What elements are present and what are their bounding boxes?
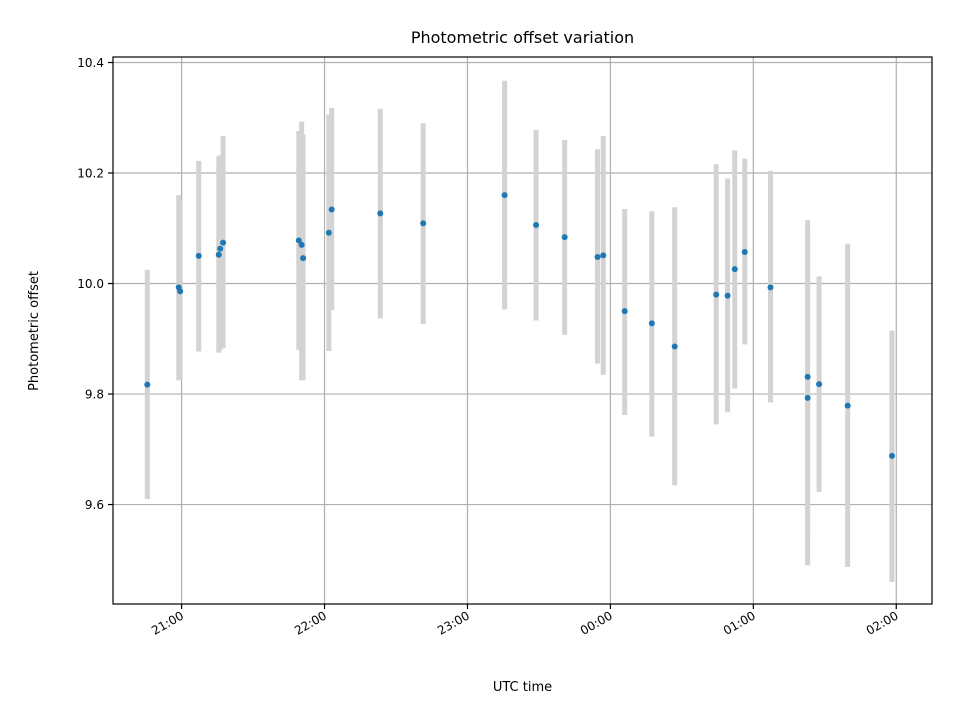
data-point — [144, 381, 151, 388]
plot-frame — [112, 56, 933, 605]
y-tick-label: 9.6 — [85, 498, 104, 512]
data-point — [217, 245, 224, 252]
data-point — [377, 210, 384, 217]
data-point — [713, 291, 720, 298]
data-point — [888, 452, 895, 459]
data-point — [804, 373, 811, 380]
data-point — [648, 320, 655, 327]
data-point — [325, 229, 332, 236]
data-point — [195, 252, 202, 259]
data-point — [295, 237, 302, 244]
data-point — [741, 249, 748, 256]
y-tick-label: 10.0 — [77, 277, 104, 291]
data-point — [177, 288, 184, 295]
data-point — [621, 308, 628, 315]
data-point — [600, 252, 607, 259]
plot-area — [113, 57, 932, 604]
chart-title: Photometric offset variation — [411, 28, 634, 47]
data-point — [594, 254, 601, 261]
data-point — [767, 284, 774, 291]
data-point — [804, 394, 811, 401]
data-point — [298, 241, 305, 248]
y-tick-label: 10.2 — [77, 167, 104, 181]
y-axis-label: Photometric offset — [27, 271, 42, 391]
grid — [113, 57, 932, 604]
data-point — [561, 234, 568, 241]
data-point — [215, 251, 222, 258]
data-point — [724, 292, 731, 299]
data-point — [501, 192, 508, 199]
y-tick-label: 9.8 — [85, 388, 104, 402]
data-point — [220, 239, 227, 246]
data-point — [731, 266, 738, 273]
x-axis-label: UTC time — [493, 680, 552, 695]
data-point — [533, 221, 540, 228]
y-tick-label: 10.4 — [77, 56, 104, 70]
data-point — [671, 343, 678, 350]
data-point — [328, 206, 335, 213]
data-point — [844, 402, 851, 409]
data-point — [420, 220, 427, 227]
data-point — [816, 381, 823, 388]
data-point — [300, 255, 307, 262]
data-points — [144, 192, 895, 459]
